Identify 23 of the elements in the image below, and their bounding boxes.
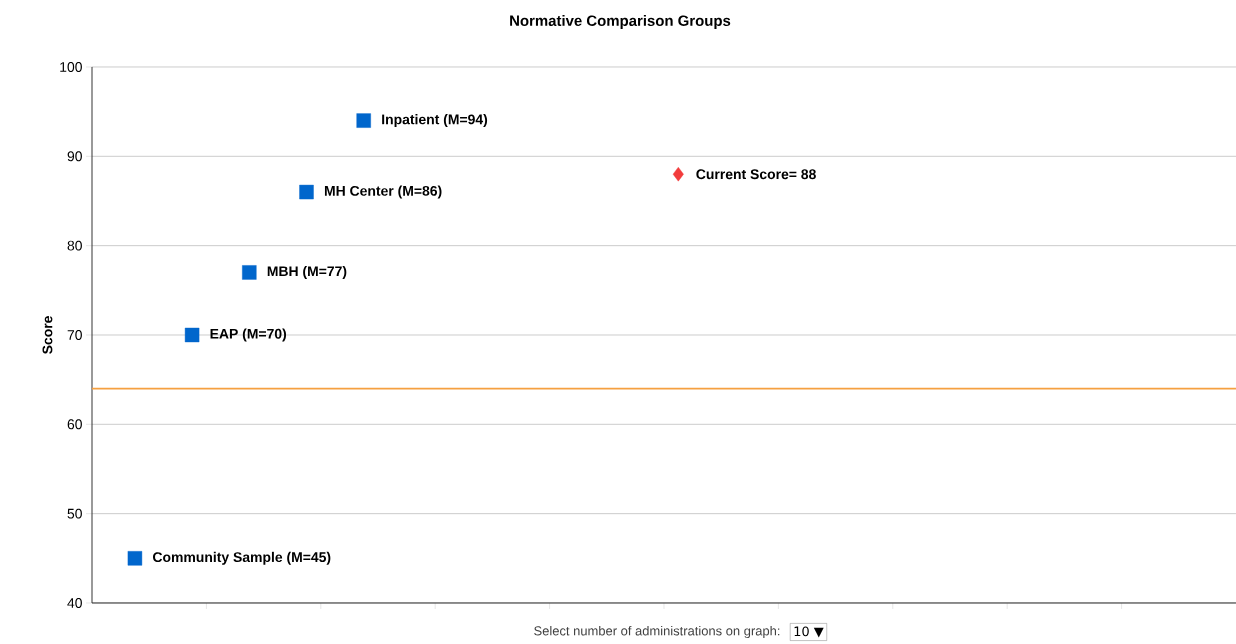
series-label: MH Center (M=86) [324, 185, 442, 199]
series-label: MBH (M=77) [267, 265, 347, 279]
y-axis-title: Score [42, 316, 53, 354]
y-tick-label: 90 [67, 151, 82, 162]
y-tick-label: 60 [67, 419, 82, 430]
y-tick-label: 50 [67, 508, 82, 519]
series-label: EAP (M=70) [210, 328, 287, 342]
chart-title: Normative Comparison Groups [510, 15, 731, 29]
text: Select number of administrations on graph: [534, 625, 780, 639]
series-label: Inpatient (M=94) [382, 114, 488, 128]
point [184, 327, 200, 343]
y-tick-label: 70 [67, 330, 82, 340]
y-tick-label: 80 [67, 240, 82, 251]
point [299, 184, 314, 200]
point [672, 166, 684, 182]
text: 10 ▼ [794, 626, 824, 638]
series-label: Community Sample (M=45) [153, 551, 331, 565]
y-tick-label: 100 [60, 62, 82, 72]
point [356, 113, 371, 128]
y-tick-label: 40 [67, 598, 82, 608]
point [127, 551, 143, 566]
point [242, 265, 257, 280]
series-label: Current Score= 88 [696, 169, 816, 180]
